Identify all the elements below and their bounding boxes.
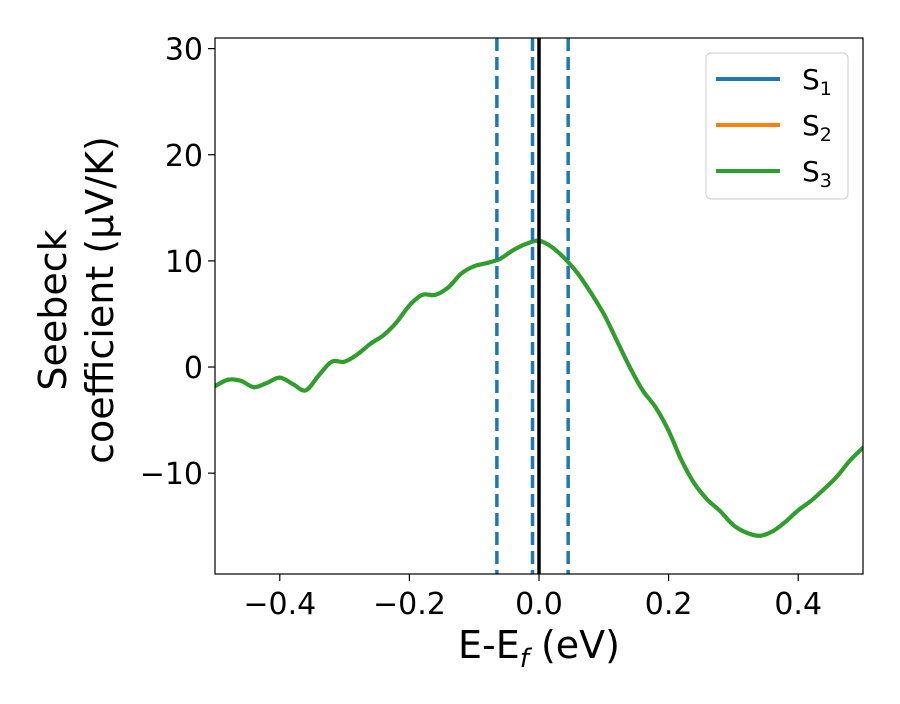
x-axis-label-suffix: (eV) — [529, 623, 620, 667]
y-tick-label: 0 — [184, 351, 203, 386]
legend-label: S1 — [802, 63, 832, 100]
y-tick-label: 30 — [165, 33, 203, 68]
legend-label-main: S — [802, 109, 820, 142]
y-axis: −10 0 10 20 30 — [140, 33, 215, 492]
legend-label: S3 — [802, 155, 832, 192]
x-tick-label: −0.2 — [373, 587, 446, 622]
y-axis-label-line1: Seebeck — [31, 229, 75, 390]
x-tick-label: 0.4 — [774, 587, 822, 622]
x-axis-label-main: E-E — [458, 623, 520, 667]
x-axis: −0.4 −0.2 0.0 0.2 0.4 — [243, 574, 822, 622]
x-tick-label: −0.4 — [243, 587, 316, 622]
legend-label-sub: 2 — [820, 124, 832, 146]
vline-layer — [495, 38, 570, 574]
legend-label-sub: 3 — [820, 170, 832, 192]
x-tick-label: 0.2 — [645, 587, 693, 622]
legend-label-main: S — [802, 63, 820, 96]
legend-label: S2 — [802, 109, 832, 146]
y-axis-label-line2: coefficient (μV/K) — [78, 136, 122, 464]
x-tick-label: 0.0 — [515, 587, 563, 622]
y-tick-label: 20 — [165, 139, 203, 174]
y-tick-label: 10 — [165, 245, 203, 280]
legend-label-main: S — [802, 155, 820, 188]
x-axis-label: E-Ef (eV) — [458, 623, 620, 674]
legend-label-sub: 1 — [820, 78, 832, 100]
y-tick-label: −10 — [140, 457, 203, 492]
